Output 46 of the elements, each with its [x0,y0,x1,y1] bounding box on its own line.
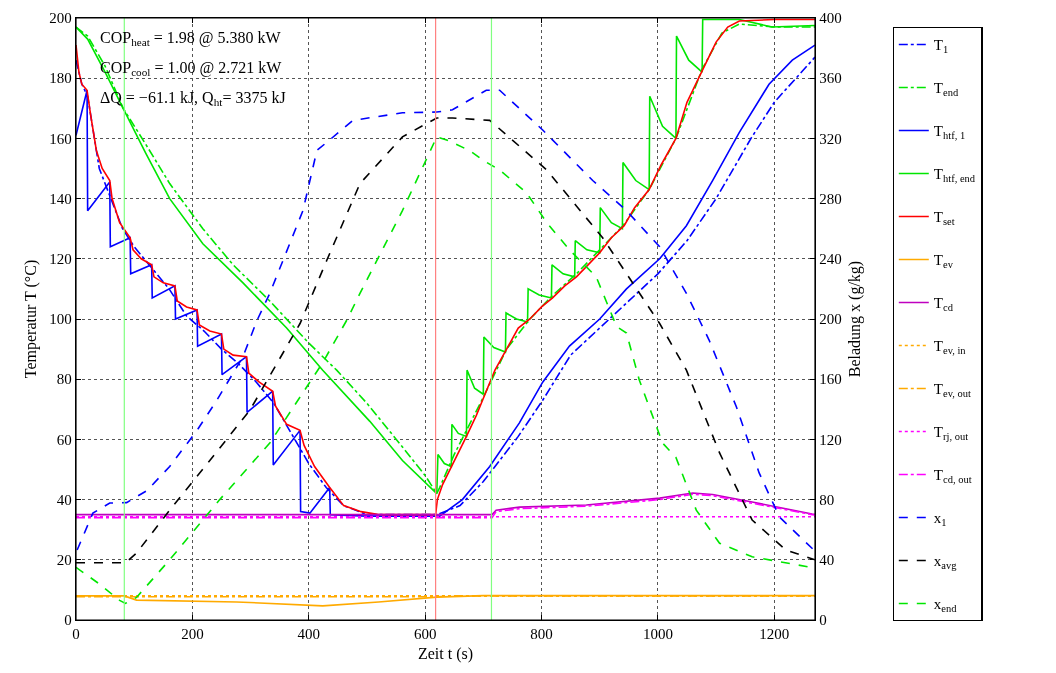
legend-label: T$_{1}$ [933,37,949,56]
legend-label: T$_{end}$ [933,80,959,99]
y-tick-label: 200 [49,10,72,27]
y-tick-label: 80 [56,371,72,388]
y2-tick-label: 200 [819,311,842,328]
y2-tick-label: 160 [819,371,842,388]
y-tick-label: 160 [49,130,72,147]
x-tick-label: 400 [297,626,321,643]
legend-label: x$_{avg}$ [933,553,958,572]
y2-tick-label: 360 [819,70,842,87]
x-tick-label: 600 [413,626,437,643]
x-tick-label: 1200 [759,626,790,643]
y2-tick-label: 280 [819,190,842,207]
y2-tick-label: 240 [819,251,842,268]
legend-label: T$_{cd, out}$ [933,467,972,486]
legend-label: x$_{end}$ [933,596,958,615]
y2-tick-label: 0 [819,612,827,629]
legend-label: x$_{1}$ [933,510,947,529]
legend-label: T$_{ev}$ [933,252,954,271]
legend-label: T$_{set}$ [933,209,955,228]
y-tick-label: 40 [56,491,72,508]
y-tick-label: 0 [64,612,72,629]
legend-label: T$_{htf, 1}$ [933,123,966,142]
y-tick-label: 140 [49,190,72,207]
y-axis-title: Temperatur T (°C) [22,259,41,379]
legend-label: T$_{ev, in}$ [933,338,967,357]
y2-axis-title: Beladung x (g/kg) [846,260,865,378]
x-tick-label: 1000 [642,626,673,643]
y2-tick-label: 80 [819,491,835,508]
y-tick-label: 180 [49,70,72,87]
y-tick-label: 120 [49,251,72,268]
y2-tick-label: 40 [819,552,835,569]
y2-tick-label: 120 [819,431,842,448]
legend-label: T$_{cd}$ [933,295,954,314]
x-tick-label: 800 [530,626,553,643]
legend-label: T$_{rj, out}$ [933,424,969,443]
y-tick-label: 20 [56,552,72,569]
y-tick-label: 100 [49,311,72,328]
y2-tick-label: 320 [819,130,842,147]
y2-tick-label: 400 [819,10,842,27]
x-axis-title: Zeit t (s) [417,644,474,663]
x-tick-label: 200 [181,626,204,643]
y-tick-label: 60 [56,431,72,448]
legend-label: T$_{htf, end}$ [933,166,976,185]
annotation: COP$_{heat}$ = 1.98 @ 5.380 kW [100,29,282,49]
legend-label: T$_{ev, out}$ [933,381,971,400]
